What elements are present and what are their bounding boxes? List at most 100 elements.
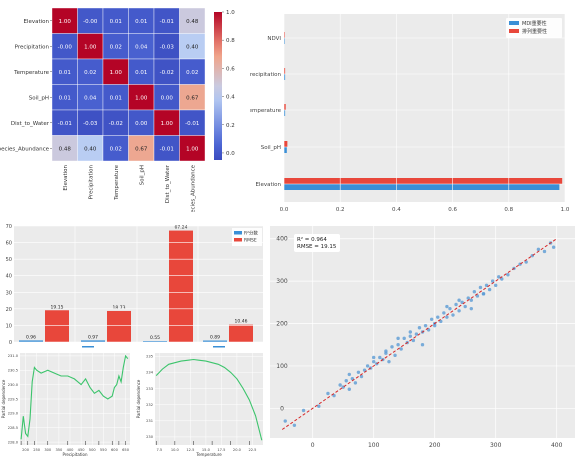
heatmap-column-label: Temperature: [114, 164, 120, 200]
heatmap-column-label: Soil_pH: [139, 165, 145, 185]
heatmap-cell: [153, 135, 180, 162]
metric-bars: 0.96 0.97 0.55 0.89 19.15 18.73 67.24 10.46: [19, 225, 253, 342]
importance-bars: [284, 32, 563, 190]
scatter-point: [347, 387, 351, 391]
x-tick-label: 0.4: [392, 207, 401, 213]
importance-bar: [284, 141, 288, 147]
metric-bar-label: 19.15: [51, 304, 64, 310]
heatmap-cell-label: 0.01: [135, 19, 147, 25]
scatter-point: [292, 423, 297, 427]
metric-bar-label: 0.96: [26, 334, 36, 340]
y-tick-label: 60: [6, 241, 12, 247]
scatter-point: [448, 306, 452, 311]
heatmap-cell-label: 0.01: [59, 95, 71, 101]
colorbar-tick-label: 0.8: [226, 38, 235, 44]
heatmap-cell-label: 0.67: [135, 146, 148, 152]
heatmap-cell-label: 1.00: [186, 146, 199, 152]
legend-label: RMSE: [244, 238, 257, 244]
legend-swatch: [234, 238, 242, 242]
metric-bar: [45, 310, 69, 342]
scatter-point: [353, 381, 358, 385]
x-tick-label: 0.6: [448, 207, 457, 213]
importance-bar: [284, 178, 563, 184]
heatmap-cell-label: 0.40: [186, 44, 199, 50]
category-label: Soil_pH: [261, 145, 281, 151]
colorbar-tick-label: 0.0: [226, 151, 235, 157]
heatmap-cell-label: -0.01: [160, 146, 174, 152]
scatter-point: [372, 355, 376, 360]
scatter-point: [417, 326, 422, 330]
scatter-point: [454, 302, 458, 307]
colorbar-bar: [214, 12, 222, 160]
pd-line: [155, 358, 263, 441]
importance-bar: [284, 147, 287, 153]
x-tick-label: 7.5: [156, 448, 162, 452]
y-tick-label: 234: [146, 371, 154, 375]
x-tick-label: 400: [67, 448, 75, 452]
scatter-point: [475, 294, 480, 298]
pd-precipitation-plot: 200 250 300 350 400 450 500 550 600 650 231.0 230.5…: [1, 353, 130, 457]
scatter-point: [411, 338, 416, 343]
category-label: Elevation: [255, 182, 281, 188]
metric-bar-label: 10.46: [235, 319, 248, 325]
heatmap-cell: [153, 58, 180, 85]
scatter-point: [542, 249, 547, 254]
heatmap-cell-label: 0.02: [186, 70, 198, 76]
metric-bar-label: 67.24: [175, 225, 188, 231]
scatter-point: [390, 345, 394, 349]
heatmap-cell-label: -0.01: [160, 19, 174, 25]
metric-bar-label: 18.73: [113, 305, 126, 311]
scatter-point: [429, 317, 434, 321]
category-label: Precipitation: [250, 72, 282, 78]
y-tick-label: 233: [146, 387, 153, 391]
heatmap-cell: [128, 58, 155, 85]
heatmap-cell: [128, 33, 155, 60]
metric-bar-label: 0.97: [88, 334, 98, 340]
heatmap-cell-label: 1.00: [84, 44, 97, 50]
scatter-point: [420, 343, 425, 347]
heatmap-row-labels: Elevation Precipitation Temperature Soil_pH…: [0, 19, 52, 152]
scatter-point: [457, 298, 461, 302]
scatter-point: [457, 309, 461, 313]
y-tick-label: 50: [6, 257, 12, 263]
feature-importance-chart: 0.0 0.2 0.4 0.6 0.8 1.0 Elevation Soil_pH Temper…: [250, 14, 570, 213]
scatter-points: [281, 238, 557, 430]
heatmap-cell: [77, 33, 104, 60]
heatmap-cell-label: -0.01: [185, 121, 199, 127]
heatmap-cells: 1.00 -0.00 0.01 0.01 -0.01 0.48 -0.00 1.00 0.02 0…: [51, 7, 206, 162]
scatter-point: [384, 349, 388, 353]
colorbar-tick-label: 1.0: [226, 10, 235, 16]
y-tick-label: 400: [276, 236, 288, 243]
x-tick-label: 10.0: [171, 448, 180, 452]
heatmap-row-label: Elevation: [23, 19, 49, 25]
scatter-point: [387, 359, 391, 364]
y-tick-label: 70: [6, 224, 12, 230]
x-tick-label: 200: [429, 442, 441, 449]
heatmap-row-label: Precipitation: [15, 44, 50, 50]
y-axis-label: Partial dependence: [1, 379, 6, 418]
legend-swatch: [509, 21, 519, 25]
scatter-point: [481, 292, 486, 296]
scatter-point: [402, 336, 406, 341]
scatter-point: [433, 323, 437, 328]
scatter-point: [463, 304, 467, 309]
scatter-point: [301, 408, 306, 413]
heatmap-column-labels: Elevation Precipitation Temperature Soil_pH…: [63, 164, 197, 212]
model-metrics-chart: 0.96 0.97 0.55 0.89 19.15 18.73 67.24 10.46 0 10…: [6, 224, 263, 348]
scatter-point: [494, 283, 498, 288]
importance-bar: [284, 68, 286, 74]
heatmap-cell-label: -0.01: [58, 121, 72, 127]
scatter-point: [500, 277, 504, 281]
heatmap-cell-label: 0.01: [135, 70, 147, 76]
heatmap-cell: [179, 84, 206, 111]
heatmap-cell: [77, 58, 104, 85]
scatter-axes: 0 100 200 300 400 0 100 200 300 400: [276, 236, 562, 449]
scatter-point: [396, 343, 400, 347]
x-tick-label: 350: [55, 448, 63, 452]
y-tick-label: 235: [146, 355, 153, 359]
scatter-point: [423, 323, 428, 328]
scatter-point: [408, 330, 412, 334]
scatter-point: [399, 347, 403, 351]
scatter-point: [426, 328, 431, 332]
heatmap-cell: [77, 7, 104, 34]
